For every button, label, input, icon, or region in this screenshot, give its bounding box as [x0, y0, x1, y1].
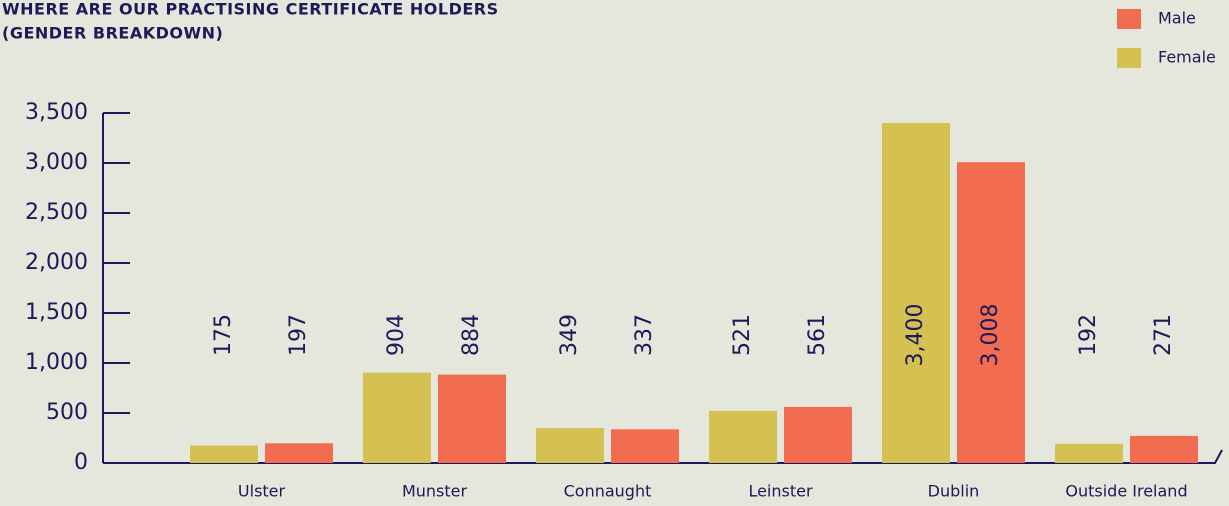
bar	[784, 406, 852, 463]
x-tick-label: Connaught	[564, 482, 652, 501]
legend-label: Female	[1158, 48, 1216, 67]
legend-swatch	[1117, 9, 1141, 29]
y-tick-label: 1,500	[25, 300, 88, 325]
bar	[957, 162, 1025, 463]
bar	[882, 123, 950, 463]
y-tick-label: 0	[74, 450, 88, 475]
value-label: 175	[211, 314, 236, 356]
value-label: 884	[459, 314, 484, 356]
x-tick-label: Dublin	[928, 482, 980, 501]
y-tick-label: 1,000	[25, 350, 88, 375]
y-tick-label: 3,500	[25, 100, 88, 125]
bar	[1055, 443, 1123, 463]
legend-swatch	[1117, 48, 1141, 68]
value-label: 3,400	[903, 304, 928, 367]
bar	[438, 374, 506, 463]
x-tick-label: Outside Ireland	[1065, 482, 1187, 501]
value-label: 337	[632, 314, 657, 356]
bar	[190, 445, 258, 463]
value-label: 192	[1076, 314, 1101, 356]
x-tick-label: Ulster	[238, 482, 286, 501]
value-label: 271	[1151, 314, 1176, 356]
value-label: 3,008	[978, 304, 1003, 367]
value-label: 561	[805, 314, 830, 356]
x-tick-label: Leinster	[748, 482, 813, 501]
chart-title: (GENDER BREAKDOWN)	[2, 24, 223, 43]
x-tick-label: Munster	[402, 482, 468, 501]
value-label: 904	[384, 314, 409, 356]
y-tick-label: 500	[46, 400, 88, 425]
bar	[265, 443, 333, 463]
chart-title: WHERE ARE OUR PRACTISING CERTIFICATE HOL…	[2, 0, 499, 19]
y-tick-label: 2,000	[25, 250, 88, 275]
bar	[536, 428, 604, 463]
y-tick-label: 3,000	[25, 150, 88, 175]
bar	[1130, 435, 1198, 463]
value-label: 349	[557, 314, 582, 356]
value-label: 197	[286, 314, 311, 356]
bar	[611, 429, 679, 463]
value-label: 521	[730, 314, 755, 356]
bar	[709, 410, 777, 463]
y-tick-label: 2,500	[25, 200, 88, 225]
bar	[363, 372, 431, 463]
legend-label: Male	[1158, 9, 1196, 28]
